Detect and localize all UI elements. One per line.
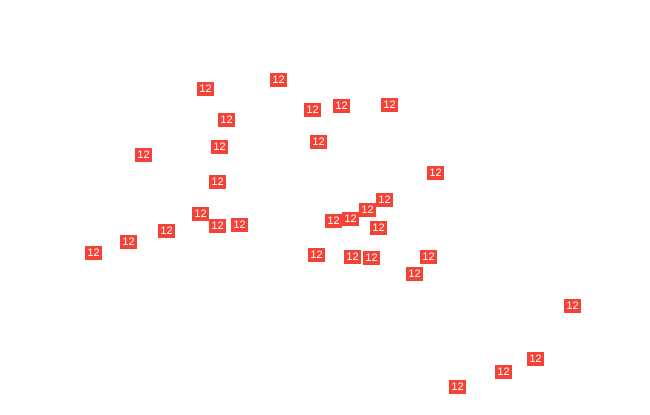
map-marker[interactable]: 12 — [381, 98, 398, 112]
map-marker[interactable]: 12 — [427, 166, 444, 180]
map-marker[interactable]: 12 — [527, 352, 544, 366]
map-marker[interactable]: 12 — [308, 248, 325, 262]
map-marker[interactable]: 12 — [420, 250, 437, 264]
map-marker[interactable]: 12 — [231, 218, 248, 232]
map-marker[interactable]: 12 — [344, 250, 361, 264]
map-marker[interactable]: 12 — [218, 113, 235, 127]
map-marker[interactable]: 12 — [197, 82, 214, 96]
map-marker[interactable]: 12 — [333, 99, 350, 113]
map-marker[interactable]: 12 — [564, 299, 581, 313]
map-marker[interactable]: 12 — [85, 246, 102, 260]
map-marker[interactable]: 12 — [359, 203, 376, 217]
map-marker[interactable]: 12 — [370, 221, 387, 235]
map-marker[interactable]: 12 — [495, 365, 512, 379]
map-marker[interactable]: 12 — [209, 219, 226, 233]
map-marker[interactable]: 12 — [211, 140, 228, 154]
map-marker[interactable]: 12 — [325, 214, 342, 228]
map-marker[interactable]: 12 — [406, 267, 423, 281]
map-marker[interactable]: 12 — [342, 212, 359, 226]
map-marker[interactable]: 12 — [192, 207, 209, 221]
map-marker[interactable]: 12 — [376, 193, 393, 207]
map-marker[interactable]: 12 — [310, 135, 327, 149]
map-marker[interactable]: 12 — [363, 251, 380, 265]
map-marker[interactable]: 12 — [270, 73, 287, 87]
map-marker[interactable]: 12 — [304, 103, 321, 117]
map-marker[interactable]: 12 — [449, 380, 466, 394]
map-marker[interactable]: 12 — [135, 148, 152, 162]
map-marker[interactable]: 12 — [209, 175, 226, 189]
map-marker[interactable]: 12 — [120, 235, 137, 249]
map-marker[interactable]: 12 — [158, 224, 175, 238]
